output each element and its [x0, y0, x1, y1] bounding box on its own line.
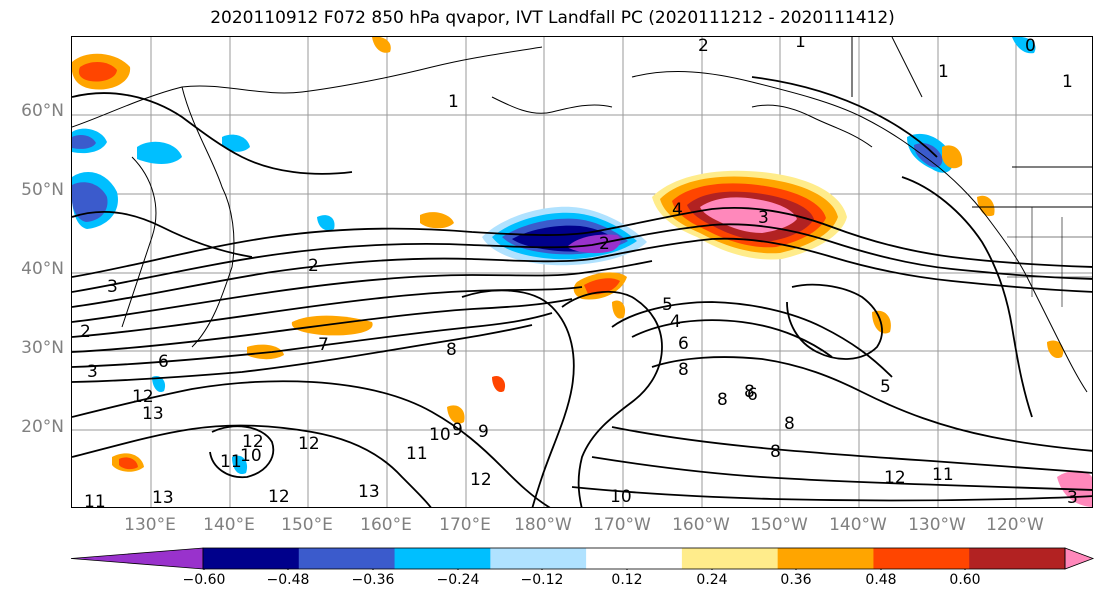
colorbar-segment — [681, 548, 779, 569]
border-lines — [1007, 207, 1092, 307]
contour-label: 13 — [142, 404, 164, 424]
colorbar-segment — [203, 548, 300, 569]
contour-label: 4 — [670, 312, 681, 332]
map-title: 2020110912 F072 850 hPa qvapor, IVT Land… — [210, 8, 895, 28]
lon-label: 120°W — [986, 515, 1044, 535]
contour-label: 2 — [80, 322, 91, 342]
contour-label: 1 — [938, 62, 949, 82]
contour-label: 12 — [268, 487, 290, 507]
contour-label: 6 — [747, 385, 758, 405]
contour-label: 7 — [318, 335, 329, 355]
contour-label: 13 — [152, 488, 174, 508]
colorbar-tick-label: −0.60 — [182, 572, 226, 588]
colorbar-tick-label: 0.24 — [696, 572, 728, 588]
colorbar-tick-marks — [203, 569, 966, 570]
contour-label: 13 — [358, 482, 380, 502]
contour-label-layer: 2 1 0 1 1 2 3 4 3 2 2 3 5 4 6 6 8 8 8 8 … — [80, 37, 1078, 508]
qvapor-fill-patches — [72, 37, 1092, 507]
lat-label: 50°N — [21, 180, 64, 200]
lon-label: 150°E — [281, 515, 333, 535]
lat-label: 30°N — [21, 338, 64, 358]
contour-label: 8 — [678, 360, 689, 380]
contour-label: 12 — [298, 434, 320, 454]
colorbar-segment — [969, 548, 1066, 569]
contour-label: 6 — [678, 334, 689, 354]
contour-label: 0 — [1025, 37, 1036, 56]
contour-label: 12 — [884, 468, 906, 488]
colorbar-segment — [70, 547, 204, 570]
contour-label: 3 — [107, 277, 118, 297]
contour-label: 1 — [795, 37, 806, 52]
contour-label: 4 — [672, 200, 683, 220]
colorbar-tick-label: −0.24 — [436, 572, 480, 588]
lat-label: 60°N — [21, 101, 64, 121]
contour-label: 12 — [132, 387, 154, 407]
contour-label: 11 — [932, 465, 954, 485]
colorbar-segment — [586, 548, 683, 569]
lon-label: 130°E — [124, 515, 176, 535]
colorbar-outline — [202, 547, 1066, 570]
contour-label: 2 — [308, 256, 319, 276]
contour-label: 1 — [1062, 72, 1073, 92]
contour-label: 5 — [662, 295, 673, 315]
map-panel: 2 1 0 1 1 2 3 4 3 2 2 3 5 4 6 6 8 8 8 8 … — [71, 36, 1093, 508]
contour-label: 3 — [87, 362, 98, 382]
contour-label: 8 — [446, 340, 457, 360]
contour-label: 6 — [158, 352, 169, 372]
colorbar-segment — [490, 548, 587, 569]
contour-label: 10 — [429, 425, 451, 445]
colorbar-tick-label: −0.48 — [266, 572, 310, 588]
colorbar-tick-label: 0.36 — [780, 572, 812, 588]
colorbar-tick-label: −0.12 — [520, 572, 564, 588]
colorbar-tick-label: −0.36 — [351, 572, 395, 588]
contour-label: 5 — [880, 377, 891, 397]
colorbar-segment — [298, 548, 396, 569]
contour-label: 11 — [406, 444, 428, 464]
colorbar-segment — [394, 548, 491, 569]
contour-label: 12 — [470, 470, 492, 490]
lon-label: 160°W — [672, 515, 730, 535]
lon-label: 130°W — [908, 515, 966, 535]
coastlines — [72, 37, 1092, 393]
lon-label: 180°W — [514, 515, 572, 535]
ivt-contours — [72, 76, 1092, 507]
contour-label: 8 — [784, 414, 795, 434]
graticule — [72, 37, 1092, 507]
contour-label: 11 — [84, 492, 106, 508]
lon-label: 150°W — [750, 515, 808, 535]
colorbar-segments — [70, 547, 1095, 570]
contour-label: 8 — [770, 442, 781, 462]
lon-label: 140°W — [829, 515, 887, 535]
colorbar-tick-label: 0.60 — [949, 572, 981, 588]
contour-label: 9 — [452, 420, 463, 440]
lon-label: 170°W — [593, 515, 651, 535]
lon-label: 170°E — [439, 515, 491, 535]
contour-label: 3 — [758, 208, 769, 228]
contour-label: 8 — [717, 390, 728, 410]
colorbar-tick-label: 0.12 — [611, 572, 643, 588]
contour-label: 8 — [744, 382, 755, 402]
lon-label: 140°E — [203, 515, 255, 535]
contour-label: 1 — [448, 92, 459, 112]
contour-label: 12 — [242, 432, 264, 452]
contour-label: 2 — [599, 234, 610, 254]
lat-label: 20°N — [21, 417, 64, 437]
colorbar-tick-label: 0.48 — [865, 572, 897, 588]
contour-label: 10 — [240, 446, 262, 466]
colorbar-segment — [777, 548, 874, 569]
lat-label: 40°N — [21, 259, 64, 279]
lon-label: 160°E — [360, 515, 412, 535]
colorbar-segment — [873, 548, 970, 569]
contour-label: 3 — [1067, 488, 1078, 508]
contour-label: 11 — [220, 452, 242, 472]
contour-label: 10 — [610, 487, 632, 507]
colorbar-segment — [1064, 547, 1095, 570]
map-canvas: 2 1 0 1 1 2 3 4 3 2 2 3 5 4 6 6 8 8 8 8 … — [72, 37, 1092, 508]
colorbar — [70, 547, 1095, 570]
contour-label: 9 — [478, 422, 489, 442]
contour-label: 2 — [698, 37, 709, 56]
